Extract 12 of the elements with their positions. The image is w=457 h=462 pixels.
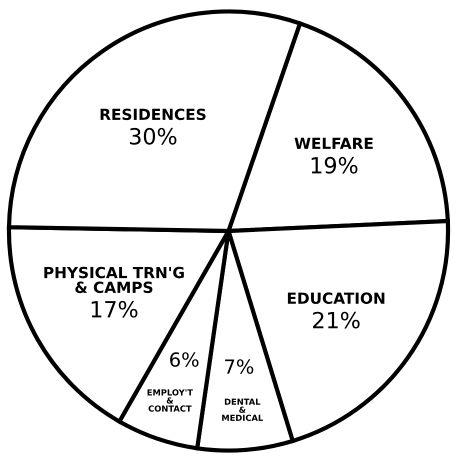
slice-label: PHYSICAL TRN'G & CAMPS (44, 266, 184, 294)
slice-label: EDUCATION (288, 292, 384, 304)
slice-label: EMPLOY'T & CONTACT (148, 389, 193, 412)
data-label: 19% (312, 156, 358, 174)
slice-label: RESIDENCES (100, 108, 206, 120)
slice-label: WELFARE (294, 138, 373, 149)
data-label: 21% (313, 312, 360, 329)
data-label: 30% (130, 128, 176, 145)
data-label: 6% (170, 352, 199, 367)
data-label: 17% (92, 300, 138, 318)
slice-label: DENTAL & MEDICAL (222, 398, 264, 421)
data-label: 7% (225, 359, 254, 374)
